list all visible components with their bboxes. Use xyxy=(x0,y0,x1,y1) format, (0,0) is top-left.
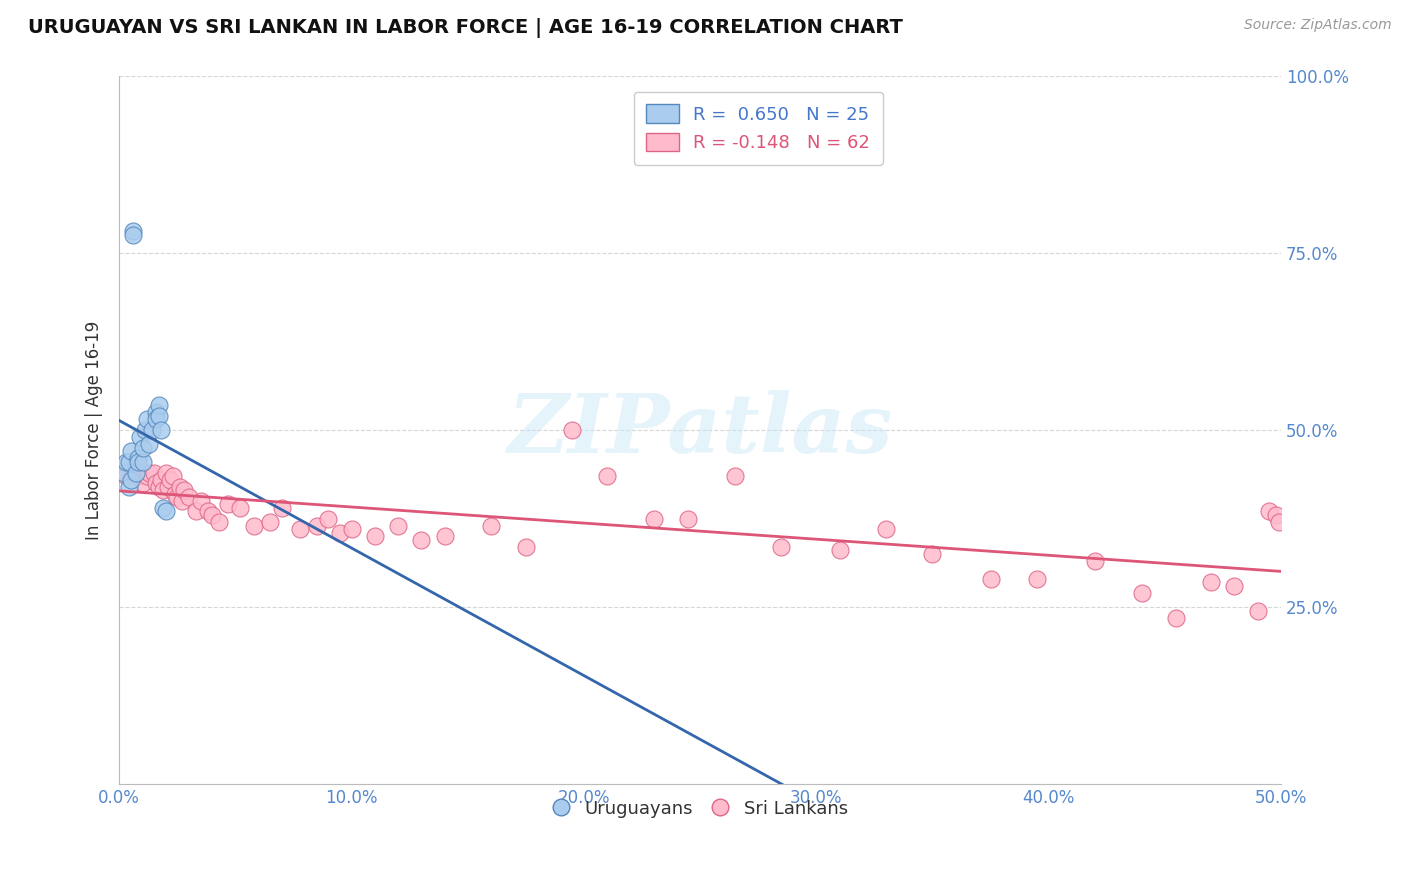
Point xyxy=(980,572,1002,586)
Point xyxy=(163,487,186,501)
Point xyxy=(643,511,665,525)
Point xyxy=(169,480,191,494)
Point xyxy=(173,483,195,498)
Point xyxy=(155,504,177,518)
Point xyxy=(271,500,294,515)
Point xyxy=(340,522,363,536)
Point xyxy=(127,455,149,469)
Point xyxy=(136,469,159,483)
Point xyxy=(148,480,170,494)
Point xyxy=(127,469,149,483)
Point xyxy=(177,491,200,505)
Point xyxy=(1130,586,1153,600)
Point xyxy=(305,518,328,533)
Point xyxy=(1084,554,1107,568)
Point xyxy=(197,504,219,518)
Point xyxy=(387,518,409,533)
Point xyxy=(150,473,173,487)
Point xyxy=(678,511,700,525)
Point xyxy=(433,529,456,543)
Point xyxy=(1267,515,1289,529)
Point xyxy=(201,508,224,522)
Point xyxy=(596,469,619,483)
Point xyxy=(515,540,537,554)
Point xyxy=(364,529,387,543)
Point xyxy=(170,494,193,508)
Point xyxy=(122,225,145,239)
Point xyxy=(148,398,170,412)
Point xyxy=(1026,572,1049,586)
Point xyxy=(184,504,207,518)
Point xyxy=(127,451,149,466)
Point xyxy=(150,423,173,437)
Point xyxy=(828,543,851,558)
Point xyxy=(290,522,312,536)
Point xyxy=(1247,604,1270,618)
Point xyxy=(159,473,181,487)
Point xyxy=(921,547,943,561)
Point xyxy=(138,437,160,451)
Point xyxy=(122,227,145,242)
Point xyxy=(136,412,159,426)
Text: Source: ZipAtlas.com: Source: ZipAtlas.com xyxy=(1244,18,1392,32)
Point xyxy=(259,515,281,529)
Point xyxy=(117,455,139,469)
Point xyxy=(1223,579,1246,593)
Point xyxy=(131,455,153,469)
Point xyxy=(117,480,139,494)
Point xyxy=(138,466,160,480)
Point xyxy=(875,522,897,536)
Point xyxy=(129,430,152,444)
Point xyxy=(479,518,502,533)
Point xyxy=(561,423,583,437)
Point xyxy=(190,494,212,508)
Point xyxy=(134,423,156,437)
Point xyxy=(411,533,433,547)
Point xyxy=(124,466,146,480)
Point xyxy=(115,469,138,483)
Point xyxy=(229,500,252,515)
Point xyxy=(329,525,352,540)
Point xyxy=(120,473,142,487)
Point xyxy=(145,405,167,419)
Point xyxy=(1166,611,1188,625)
Point xyxy=(166,491,188,505)
Legend: Uruguayans, Sri Lankans: Uruguayans, Sri Lankans xyxy=(546,793,855,825)
Point xyxy=(152,500,174,515)
Point xyxy=(148,409,170,423)
Point xyxy=(131,476,153,491)
Point xyxy=(217,497,239,511)
Point xyxy=(318,511,340,525)
Point xyxy=(143,466,166,480)
Text: ZIPatlas: ZIPatlas xyxy=(508,390,893,470)
Point xyxy=(724,469,747,483)
Point xyxy=(157,480,180,494)
Point xyxy=(770,540,793,554)
Point xyxy=(1258,504,1281,518)
Point xyxy=(162,469,184,483)
Y-axis label: In Labor Force | Age 16-19: In Labor Force | Age 16-19 xyxy=(86,320,103,540)
Point xyxy=(112,466,135,480)
Point xyxy=(141,423,163,437)
Point xyxy=(1265,508,1288,522)
Point xyxy=(208,515,231,529)
Point xyxy=(145,412,167,426)
Point xyxy=(131,441,153,455)
Point xyxy=(122,462,145,476)
Point xyxy=(120,444,142,458)
Point xyxy=(145,476,167,491)
Point xyxy=(152,483,174,498)
Point xyxy=(1199,575,1222,590)
Point xyxy=(155,466,177,480)
Text: URUGUAYAN VS SRI LANKAN IN LABOR FORCE | AGE 16-19 CORRELATION CHART: URUGUAYAN VS SRI LANKAN IN LABOR FORCE |… xyxy=(28,18,903,37)
Point xyxy=(115,455,138,469)
Point xyxy=(243,518,266,533)
